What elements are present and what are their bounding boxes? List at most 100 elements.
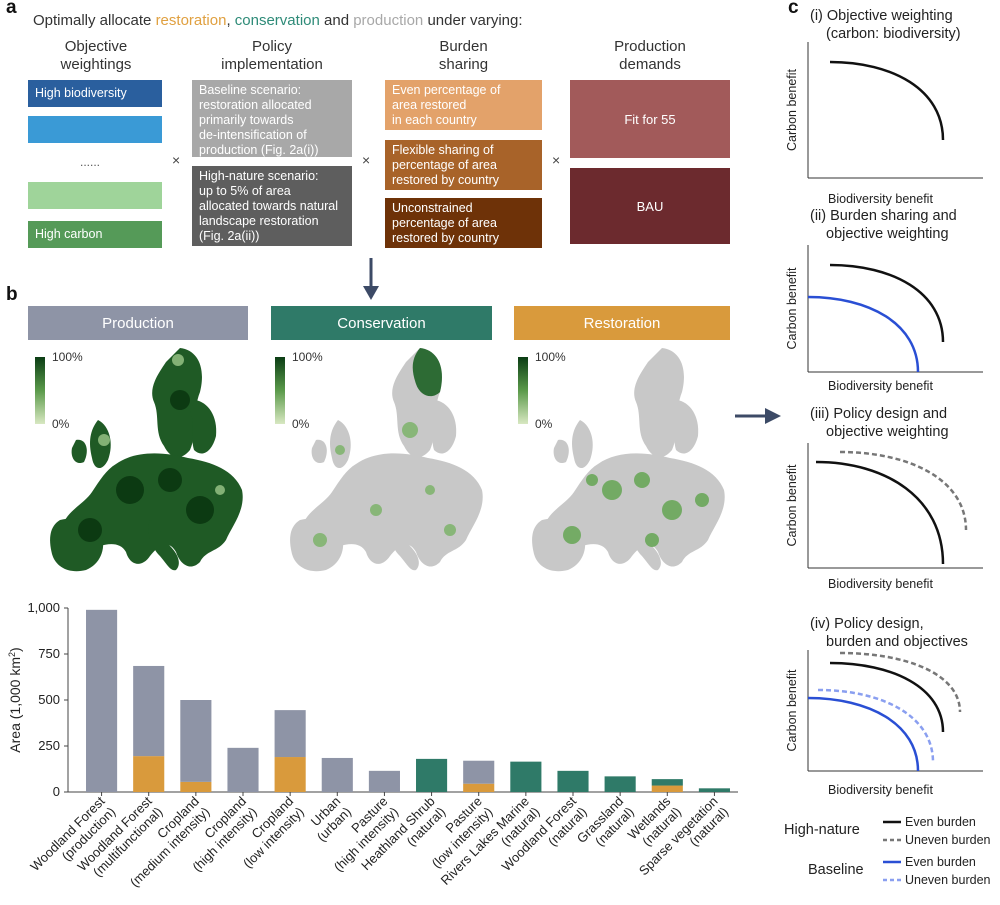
y-tick-label: 1,000	[27, 600, 60, 615]
bar-production	[86, 609, 118, 792]
bar-conservation	[557, 770, 589, 792]
weighting-ellipsis: ......	[80, 155, 101, 169]
weighting-high-biodiversity: High biodiversity	[28, 80, 162, 107]
scale-min-label: 0%	[535, 417, 553, 431]
plot-title: (iii) Policy design and objective weighti…	[810, 406, 949, 440]
policy-text-line: primarily towards	[199, 113, 294, 127]
color-scale-bar	[518, 357, 528, 424]
map-production	[50, 348, 243, 572]
bar-production	[368, 770, 400, 792]
headline-conservation: conservation	[234, 12, 320, 29]
policy-text-line: landscape restoration	[199, 214, 319, 228]
policy-text-line: Baseline scenario:	[199, 83, 302, 97]
headline-text: Optimally allocate	[33, 12, 156, 29]
policy-baseline-box: Baseline scenario: restoration allocated…	[192, 80, 352, 157]
column-header-line: weightings	[60, 56, 132, 73]
y-tick-label: 750	[38, 646, 60, 661]
burden-unconstrained-box: Unconstrained percentage of area restore…	[385, 198, 542, 248]
curve-high-nature-even	[829, 60, 945, 141]
y-axis-label: Area (1,000 km2)	[7, 647, 23, 752]
burden-text-line: area restored	[392, 98, 467, 112]
bar-restoration	[274, 757, 306, 792]
legend-uneven-label: Uneven burden	[905, 833, 991, 847]
plot-x-label: Biodiversity benefit	[828, 379, 933, 393]
legend-high-nature-label: High-nature	[784, 822, 860, 838]
headline-production: production	[353, 12, 424, 29]
demand-fit-for-55: Fit for 55	[570, 80, 730, 158]
legend-even-label: Even burden	[905, 815, 976, 829]
bar-conservation	[698, 788, 730, 792]
panel-a-headline: Optimally allocate restoration, conserva…	[33, 12, 523, 29]
times-symbol: ×	[172, 152, 181, 168]
burden-text-line: Even percentage of	[392, 83, 501, 97]
bar-production	[274, 710, 306, 758]
scale-max-label: 100%	[292, 350, 323, 364]
headline-text: ,	[226, 12, 235, 29]
panel-b-letter: b	[6, 284, 18, 305]
column-header-line: Policy	[251, 38, 292, 55]
y-tick-label: 500	[38, 692, 60, 707]
plot-y-label: Carbon benefit	[785, 68, 799, 151]
color-scale-bar	[35, 357, 45, 424]
y-tick-label: 0	[53, 784, 60, 799]
column-header-demands: Production demands	[570, 38, 730, 74]
legend-even-label: Even burden	[905, 855, 976, 869]
policy-text-line: (Fig. 2a(ii))	[199, 229, 260, 243]
policy-text-line: de-intensification of	[199, 128, 307, 142]
burden-even-box: Even percentage of area restored in each…	[385, 80, 542, 130]
plot-x-label: Biodiversity benefit	[828, 783, 933, 797]
legend-uneven-label: Uneven burden	[905, 873, 991, 887]
curve-baseline-even	[807, 295, 920, 373]
panel-a-letter: a	[6, 0, 17, 18]
headline-text: and	[319, 12, 354, 29]
scale-max-label: 100%	[535, 350, 566, 364]
bar-restoration	[133, 756, 165, 792]
curve-baseline-even	[807, 696, 920, 772]
burden-text-line: Flexible sharing of	[392, 143, 494, 157]
plot-title: (i) Objective weighting (carbon: biodiver…	[810, 8, 961, 42]
column-header-weightings: Objective weightings	[28, 38, 164, 74]
bar-conservation	[604, 776, 636, 792]
bar-conservation	[651, 779, 683, 786]
bar-production	[180, 700, 212, 782]
burden-text-line: percentage of area	[392, 216, 497, 230]
bar-restoration	[651, 785, 683, 792]
policy-text-line: allocated towards natural	[199, 199, 338, 213]
bar-conservation	[510, 761, 542, 792]
curve-high-nature-even	[829, 263, 945, 343]
times-symbol: ×	[552, 152, 561, 168]
column-header-burden: Burden sharing	[385, 38, 542, 74]
curve-high-nature-even	[829, 661, 945, 733]
weighting-high-carbon: High carbon	[28, 221, 162, 248]
headline-restoration: restoration	[155, 12, 227, 29]
times-symbol: ×	[362, 152, 371, 168]
burden-text-line: restored by country	[392, 231, 499, 245]
policy-text-line: up to 5% of area	[199, 184, 291, 198]
burden-text-line: restored by country	[392, 173, 499, 187]
curve-baseline-uneven	[817, 688, 935, 763]
policy-text-line: restoration allocated	[199, 98, 312, 112]
column-header-line: Production	[614, 38, 686, 55]
panel-c-letter: c	[788, 0, 799, 18]
bar-conservation	[416, 758, 448, 792]
headline-text: under varying:	[423, 12, 523, 29]
scale-max-label: 100%	[52, 350, 83, 364]
legend-baseline-label: Baseline	[808, 862, 864, 878]
category-production: Production	[28, 306, 248, 340]
plot-y-label: Carbon benefit	[785, 669, 799, 752]
plot-y-label: Carbon benefit	[785, 464, 799, 547]
y-tick-label: 250	[38, 738, 60, 753]
column-header-line: Burden	[439, 38, 488, 55]
column-header-line: implementation	[221, 56, 323, 73]
policy-high-nature-box: High-nature scenario: up to 5% of area a…	[192, 166, 352, 246]
column-header-line: Objective	[64, 38, 128, 55]
right-arrow-icon	[735, 408, 781, 424]
column-header-line: sharing	[438, 56, 489, 73]
category-restoration: Restoration	[514, 306, 730, 340]
x-tick-label: Urban(urban)	[303, 794, 354, 845]
scale-min-label: 0%	[52, 417, 70, 431]
bar-restoration	[463, 783, 495, 792]
plot-title: (iv) Policy design, burden and objectives	[810, 616, 968, 650]
scale-min-label: 0%	[292, 417, 310, 431]
